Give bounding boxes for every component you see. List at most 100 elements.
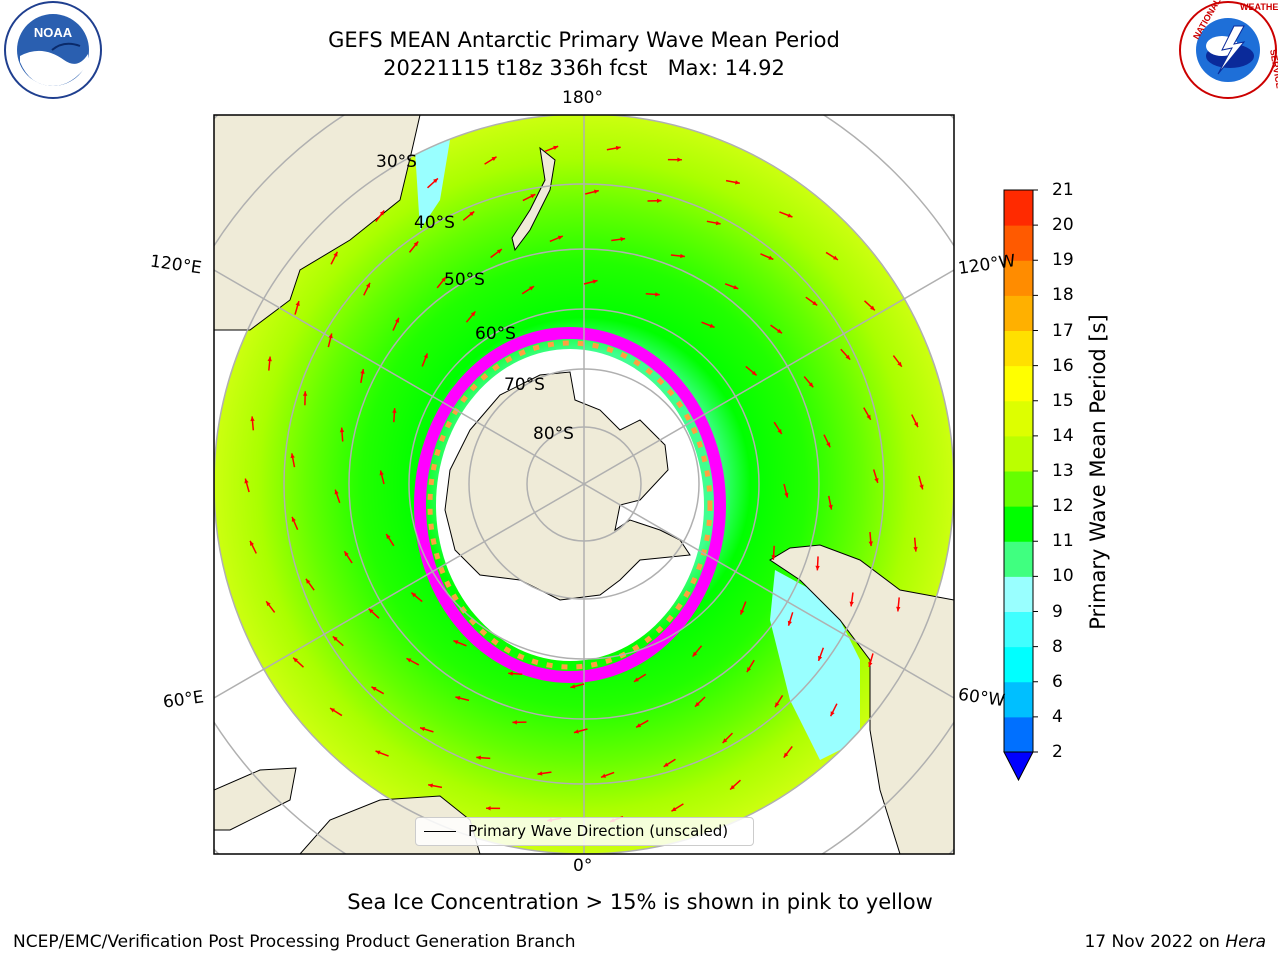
wave-arrow xyxy=(549,235,564,243)
madagascar-land xyxy=(214,767,297,831)
wave-arrow xyxy=(453,639,467,647)
colorbar-tick-label: 12 xyxy=(1052,496,1074,517)
wave-arrow xyxy=(645,292,660,297)
wave-arrow xyxy=(363,282,371,296)
colorbar-tick-label: 9 xyxy=(1052,601,1063,622)
wave-arrow xyxy=(745,365,758,376)
colorbar xyxy=(1003,189,1038,782)
colorbar-segment xyxy=(1004,295,1033,331)
wave-arrow xyxy=(455,695,470,702)
lat-label-80s: 80°S xyxy=(533,424,574,444)
wave-arrow xyxy=(379,470,385,485)
wave-arrow xyxy=(913,537,918,552)
lat-label-50s: 50°S xyxy=(444,270,485,290)
colorbar-tick-label: 4 xyxy=(1052,706,1063,727)
colorbar-segment xyxy=(1004,681,1033,718)
colorbar-tick-label: 2 xyxy=(1052,742,1063,762)
footer-credit: NCEP/EMC/Verification Post Processing Pr… xyxy=(13,932,576,952)
nws-logo: NATIONAL WEATHER SERVICE xyxy=(1179,0,1278,99)
colorbar-tick-label: 14 xyxy=(1052,425,1074,446)
wave-arrow xyxy=(701,321,715,329)
colorbar-segment xyxy=(1004,541,1033,577)
wave-arrow xyxy=(462,210,475,221)
wave-arrow xyxy=(249,540,257,554)
wave-arrow xyxy=(512,720,527,725)
wave-arrow xyxy=(375,209,385,223)
wave-arrow xyxy=(864,300,876,311)
wave-arrow xyxy=(892,355,903,368)
wave-arrow xyxy=(332,635,344,647)
wave-arrow xyxy=(918,475,924,490)
wave-arrow xyxy=(827,495,833,510)
wave-arrow xyxy=(724,283,739,290)
wave-arrow xyxy=(244,478,250,493)
wave-arrow xyxy=(327,333,333,348)
colorbar-tick-label: 20 xyxy=(1052,215,1074,236)
colorbar-tick-label: 19 xyxy=(1052,250,1074,271)
wave-arrow xyxy=(817,647,825,662)
wave-arrow xyxy=(392,408,397,423)
colorbar-tick-label: 8 xyxy=(1052,636,1063,657)
wave-arrow xyxy=(427,177,439,189)
wave-arrow xyxy=(600,771,615,778)
footer-date-text: 17 Nov 2022 on xyxy=(1084,932,1220,952)
wave-arrow xyxy=(815,556,820,571)
colorbar-extend-triangle xyxy=(1003,751,1034,782)
wave-arrow xyxy=(305,578,315,591)
wave-arrow xyxy=(583,279,598,285)
wave-arrow xyxy=(729,779,741,791)
wave-arrow xyxy=(670,253,685,259)
wave-arrow xyxy=(611,237,626,242)
wave-arrow xyxy=(484,156,497,165)
sea-ice-pink xyxy=(414,327,726,683)
wave-arrow xyxy=(392,317,400,331)
wave-arrow xyxy=(329,707,343,717)
colorbar-segment xyxy=(1004,471,1033,507)
map-title: GEFS MEAN Antarctic Primary Wave Mean Pe… xyxy=(328,28,840,52)
wave-arrow xyxy=(292,657,304,668)
wave-arrow xyxy=(570,683,585,689)
wave-arrow xyxy=(521,285,535,295)
colorbar-tick-label: 13 xyxy=(1052,461,1074,481)
lon-label-0: 0° xyxy=(573,856,593,876)
wave-arrow xyxy=(465,310,476,323)
wave-direction-arrows xyxy=(244,145,924,823)
wave-arrow xyxy=(294,300,300,315)
new-zealand-land xyxy=(511,146,556,252)
wave-arrow xyxy=(421,353,429,367)
wave-arrow xyxy=(825,251,839,261)
wave-arrow xyxy=(265,600,276,613)
wave-arrow xyxy=(783,745,793,759)
wave-arrow xyxy=(330,251,339,265)
wave-arrow xyxy=(508,671,523,676)
wave-arrow xyxy=(290,453,296,468)
lat-label-70s: 70°S xyxy=(504,375,545,395)
wave-arrow xyxy=(375,750,389,757)
wave-arrow xyxy=(692,645,703,658)
wave-arrow xyxy=(760,253,774,261)
wave-arrow xyxy=(408,241,419,253)
footer-date: 17 Nov 2022 on Hera xyxy=(1084,932,1266,952)
wave-arrow xyxy=(805,296,818,306)
wave-arrow xyxy=(722,732,734,744)
wave-arrow xyxy=(291,516,299,531)
wave-arrow xyxy=(694,696,706,708)
wave-arrow xyxy=(486,806,501,811)
wave-arrow xyxy=(863,407,872,421)
wave-arrow xyxy=(746,659,755,673)
wave-arrow xyxy=(840,348,851,361)
wave-arrow xyxy=(829,703,838,717)
wave-arrow xyxy=(250,416,255,431)
colorbar-tick-label: 6 xyxy=(1052,671,1063,692)
wave-arrow xyxy=(419,727,434,733)
wave-arrow xyxy=(823,434,831,448)
wave-arrow xyxy=(770,324,783,334)
wave-arrow xyxy=(360,368,365,383)
svg-text:NOAA: NOAA xyxy=(34,25,73,40)
svg-text:WEATHER: WEATHER xyxy=(1240,2,1278,12)
colorbar-segment xyxy=(1004,260,1033,296)
legend-line-sample xyxy=(424,831,456,832)
colorbar-segment xyxy=(1004,190,1033,226)
sea-ice-note: Sea Ice Concentration > 15% is shown in … xyxy=(347,890,933,914)
wave-arrow xyxy=(647,198,662,203)
